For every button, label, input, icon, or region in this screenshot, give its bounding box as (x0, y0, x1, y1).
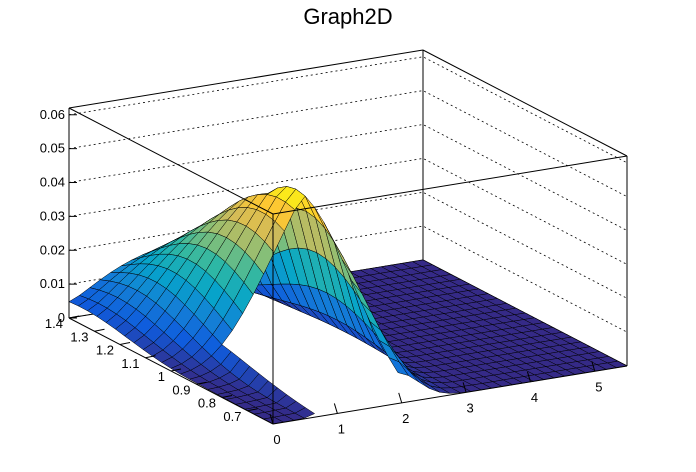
y-tick (247, 408, 258, 412)
gridline (68, 157, 628, 265)
x-tick (269, 413, 274, 425)
x-tick-label: 5 (595, 379, 602, 394)
frame-edge (422, 49, 628, 157)
gridline (68, 225, 628, 333)
y-tick-label: 0.8 (198, 396, 216, 411)
x-tick-label: 1 (338, 421, 345, 436)
z-tick-label: 0 (58, 310, 65, 325)
y-tick-label: 1.4 (45, 316, 63, 331)
y-tick-label: 0.7 (223, 409, 241, 424)
x-tick (462, 382, 467, 393)
y-axis: 1.4 1.3 1.2 1.1 1 0.9 0.8 0.7 (45, 315, 258, 424)
frame-edge (68, 107, 274, 215)
z-axis: 0 0.01 0.02 0.03 0.04 0.05 0.06 (40, 107, 77, 325)
z-tick-label: 0.01 (40, 276, 65, 291)
x-tick-label: 0 (273, 432, 280, 447)
x-tick (591, 361, 596, 372)
y-tick (221, 395, 233, 398)
x-axis: 0 1 2 3 4 5 (269, 361, 602, 447)
surface-mesh (68, 186, 628, 425)
x-tick (333, 403, 338, 414)
frame-edge (272, 155, 628, 215)
y-tick (170, 368, 182, 372)
y-tick-label: 1.1 (121, 356, 139, 371)
y-tick (145, 355, 156, 359)
y-tick (196, 381, 207, 385)
x-tick-label: 3 (466, 400, 473, 415)
y-tick-label: 1 (158, 369, 165, 384)
y-tick-label: 1.2 (96, 343, 114, 358)
gridline (68, 90, 628, 197)
z-tick-label: 0.06 (40, 107, 65, 122)
x-tick (526, 371, 531, 382)
gridline (68, 124, 628, 231)
z-tick-label: 0.05 (40, 141, 65, 156)
y-tick-label: 0.9 (172, 382, 190, 397)
surface-cell (388, 356, 409, 376)
frame-edge (68, 49, 424, 109)
x-tick (398, 392, 403, 404)
y-tick (119, 342, 131, 345)
y-tick (94, 328, 105, 332)
z-tick-label: 0.03 (40, 208, 65, 223)
z-tick-label: 0.04 (40, 175, 65, 190)
frame-edge (272, 365, 628, 425)
gridline (68, 191, 628, 299)
x-tick-label: 4 (531, 390, 538, 405)
chart-title: Graph2D (303, 4, 393, 29)
y-tick-label: 1.3 (70, 329, 88, 344)
gridline (68, 56, 628, 164)
y-tick (68, 315, 80, 319)
x-tick-label: 2 (402, 411, 409, 426)
z-tick-label: 0.02 (40, 242, 65, 257)
